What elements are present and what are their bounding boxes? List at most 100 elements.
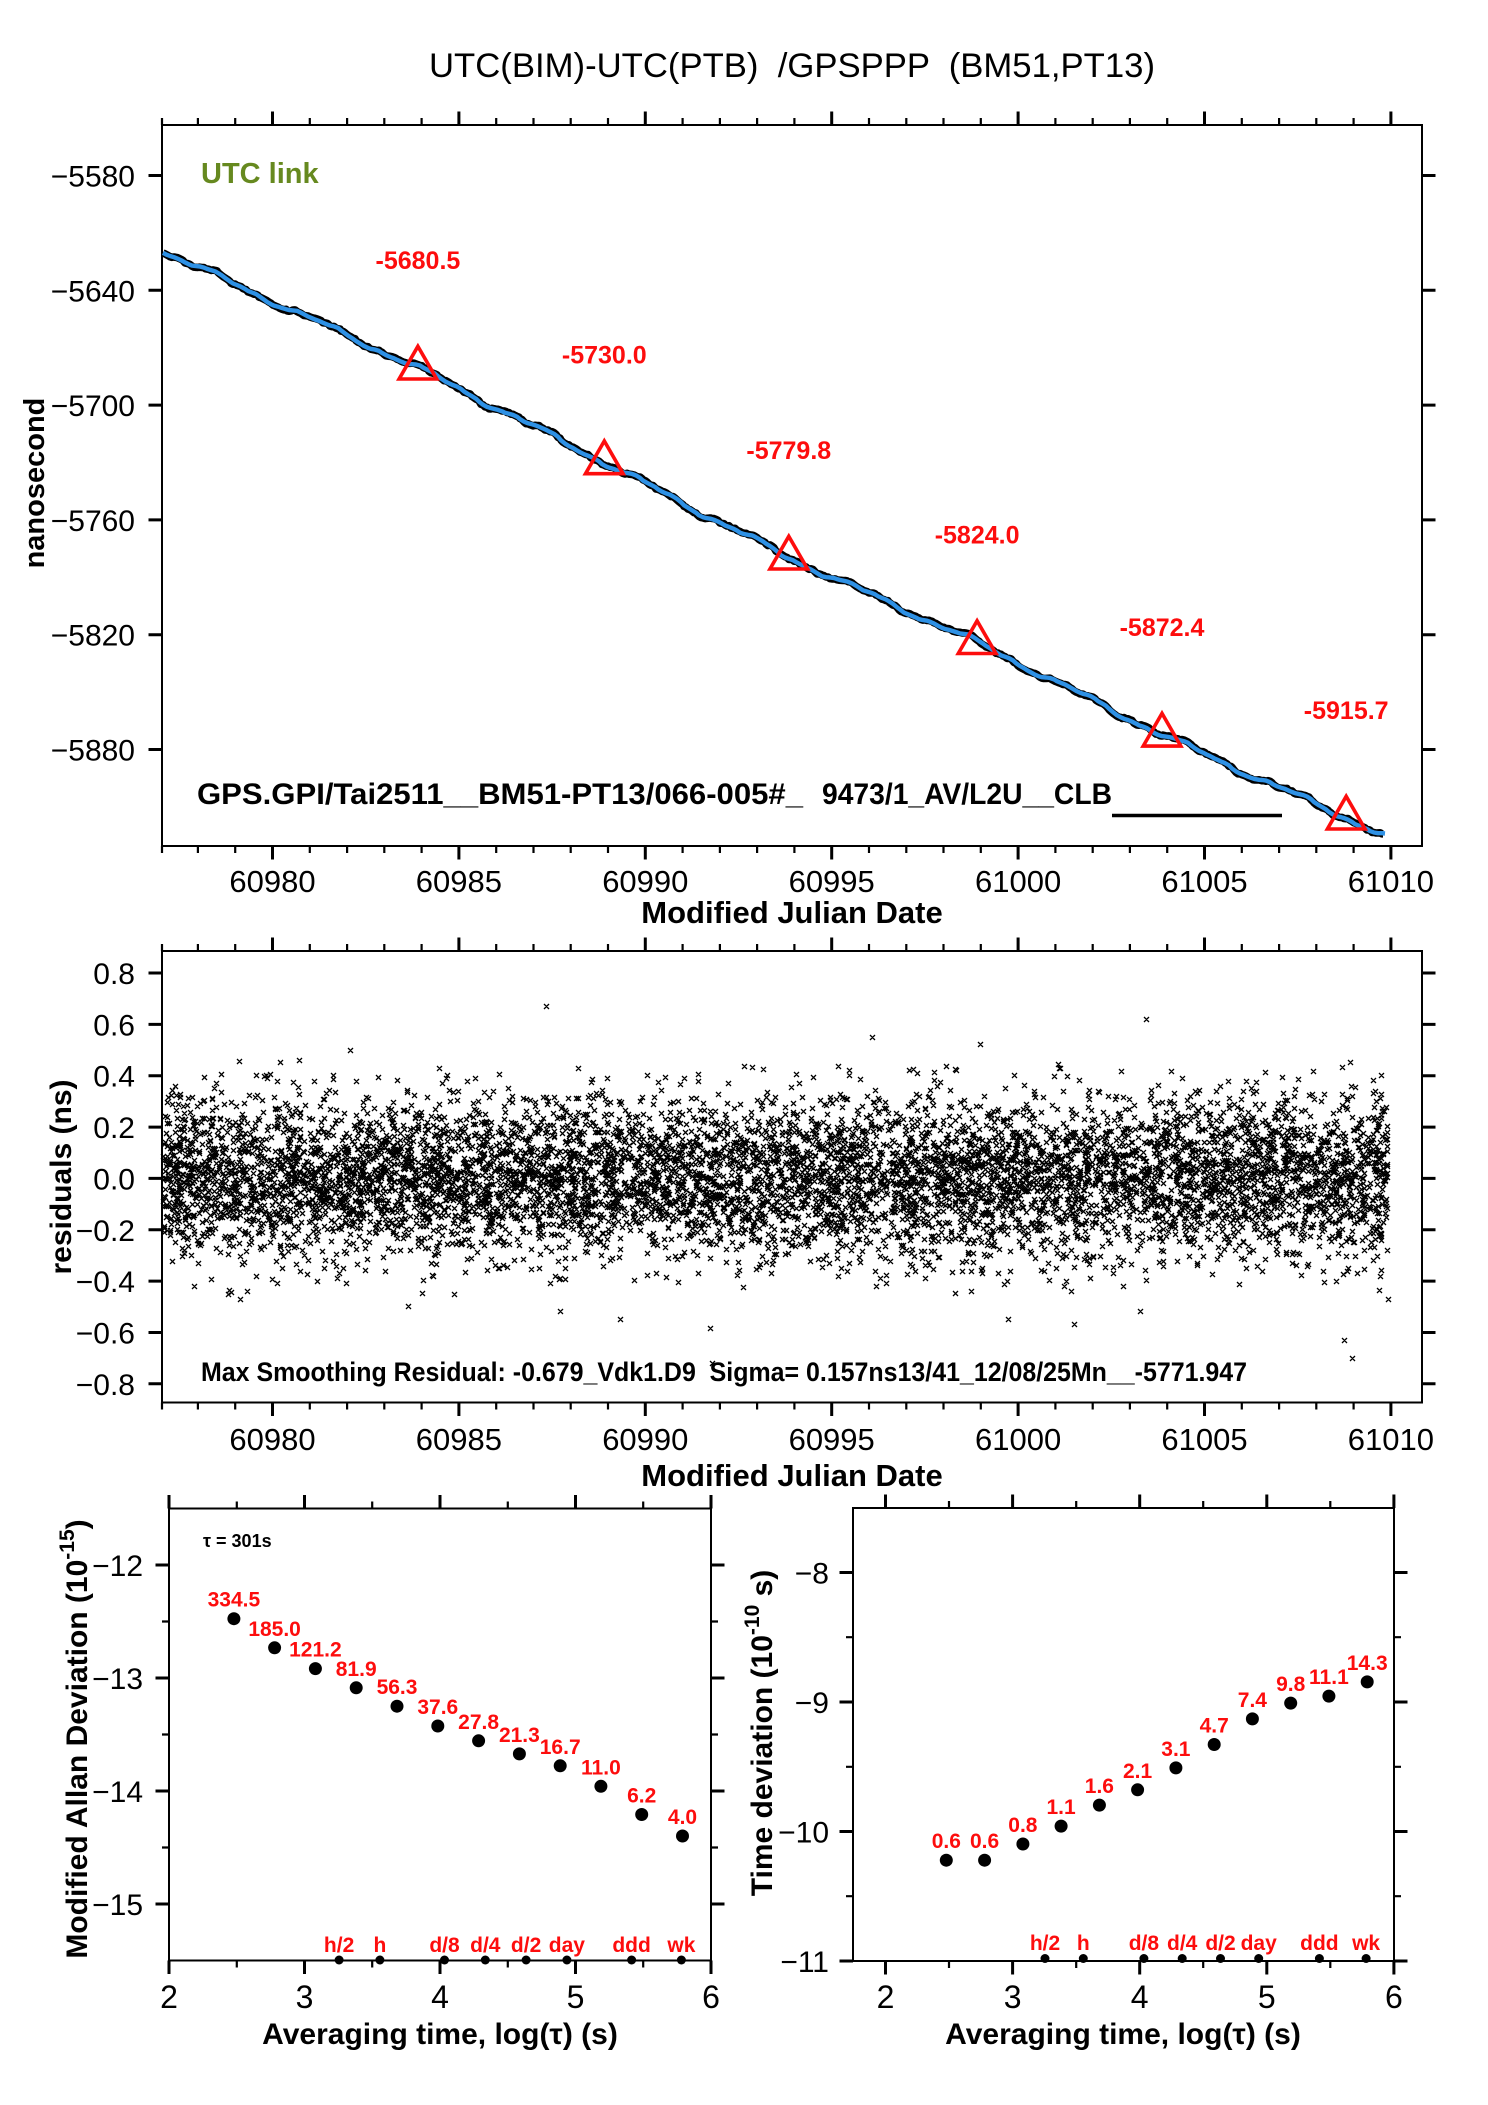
- svg-text:3: 3: [1004, 1979, 1022, 2015]
- svg-text:−14: −14: [92, 1776, 143, 1809]
- svg-text:ddd: ddd: [1300, 1932, 1338, 1955]
- svg-text:Averaging time, log(τ) (s): Averaging time, log(τ) (s): [262, 2018, 618, 2051]
- svg-text:d/8: d/8: [1129, 1932, 1160, 1955]
- svg-text:16.7: 16.7: [540, 1736, 581, 1759]
- svg-text:-5730.0: -5730.0: [562, 342, 647, 370]
- svg-text:d/2: d/2: [511, 1934, 541, 1957]
- svg-text:3.1: 3.1: [1161, 1738, 1191, 1761]
- svg-text:0.8: 0.8: [93, 958, 135, 991]
- svg-text:−0.6: −0.6: [76, 1318, 135, 1351]
- svg-text:Modified Julian Date: Modified Julian Date: [641, 1458, 942, 1493]
- svg-text:6: 6: [702, 1979, 720, 2015]
- svg-text:−5760: −5760: [51, 505, 135, 538]
- svg-text:60985: 60985: [416, 864, 502, 899]
- svg-text:−5880: −5880: [51, 735, 135, 768]
- svg-text:-5824.0: -5824.0: [935, 521, 1020, 549]
- svg-text:0.2: 0.2: [93, 1112, 135, 1145]
- svg-text:9.8: 9.8: [1276, 1673, 1306, 1696]
- svg-text:2: 2: [160, 1979, 178, 2015]
- svg-text:d/4: d/4: [1167, 1932, 1198, 1955]
- svg-text:81.9: 81.9: [336, 1658, 377, 1681]
- svg-text:4.0: 4.0: [668, 1806, 697, 1829]
- svg-text:−5640: −5640: [51, 275, 135, 308]
- svg-text:h/2: h/2: [324, 1934, 354, 1957]
- svg-text:7.4: 7.4: [1238, 1689, 1268, 1712]
- svg-text:-5915.7: -5915.7: [1304, 697, 1389, 725]
- svg-text:60995: 60995: [789, 864, 875, 899]
- svg-text:4: 4: [1131, 1979, 1149, 2015]
- svg-text:UTC link: UTC link: [201, 158, 319, 190]
- svg-text:−9: −9: [795, 1687, 829, 1720]
- svg-text:τ = 301s: τ = 301s: [203, 1531, 272, 1551]
- svg-text:5: 5: [1258, 1979, 1276, 2015]
- svg-text:−0.4: −0.4: [76, 1266, 135, 1299]
- svg-text:Modified Allan Deviation (10-1: Modified Allan Deviation (10-15): [56, 1519, 94, 1958]
- svg-text:60980: 60980: [229, 864, 315, 899]
- svg-text:nanosecond: nanosecond: [19, 398, 51, 569]
- svg-text:1.6: 1.6: [1085, 1775, 1114, 1798]
- svg-text:61000: 61000: [975, 864, 1061, 899]
- svg-text:0.8: 0.8: [1008, 1814, 1038, 1837]
- svg-text:h: h: [1077, 1932, 1090, 1955]
- svg-text:−5820: −5820: [51, 620, 135, 653]
- svg-text:Averaging time, log(τ) (s): Averaging time, log(τ) (s): [945, 2018, 1301, 2051]
- svg-text:61005: 61005: [1161, 864, 1247, 899]
- svg-text:d/2: d/2: [1205, 1932, 1235, 1955]
- svg-text:Modified Julian Date: Modified Julian Date: [641, 895, 942, 930]
- svg-text:0.0: 0.0: [93, 1163, 135, 1196]
- svg-text:6: 6: [1385, 1979, 1403, 2015]
- svg-text:60980: 60980: [229, 1422, 315, 1457]
- svg-text:ddd: ddd: [612, 1934, 650, 1957]
- svg-text:-5779.8: -5779.8: [746, 437, 831, 465]
- svg-text:wk: wk: [666, 1934, 695, 1957]
- svg-text:61005: 61005: [1161, 1422, 1247, 1457]
- svg-text:0.6: 0.6: [970, 1830, 999, 1853]
- svg-text:residuals (ns): residuals (ns): [45, 1079, 78, 1274]
- svg-text:0.6: 0.6: [932, 1830, 961, 1853]
- svg-text:121.2: 121.2: [289, 1639, 342, 1662]
- svg-text:60990: 60990: [602, 864, 688, 899]
- svg-text:−15: −15: [92, 1889, 143, 1922]
- svg-text:60995: 60995: [789, 1422, 875, 1457]
- svg-text:2: 2: [877, 1979, 895, 2015]
- svg-text:0.6: 0.6: [93, 1009, 135, 1042]
- svg-text:d/8: d/8: [429, 1934, 460, 1957]
- svg-text:−5700: −5700: [51, 390, 135, 423]
- svg-text:-5872.4: -5872.4: [1120, 614, 1205, 642]
- svg-text:56.3: 56.3: [377, 1676, 418, 1699]
- svg-text:21.3: 21.3: [499, 1724, 540, 1747]
- svg-text:UTC(BIM)-UTC(PTB) /GPSPPP (B: UTC(BIM)-UTC(PTB) /GPSPPP (BM51,PT13): [429, 47, 1155, 85]
- svg-text:−0.8: −0.8: [76, 1369, 135, 1402]
- svg-text:4.7: 4.7: [1200, 1715, 1229, 1738]
- svg-text:11.0: 11.0: [581, 1756, 621, 1779]
- svg-text:GPS.GPI/Tai2511__BM51-PT13/066: GPS.GPI/Tai2511__BM51-PT13/066-005#_: [197, 778, 803, 811]
- svg-text:11.1: 11.1: [1309, 1666, 1349, 1689]
- svg-text:wk: wk: [1351, 1932, 1380, 1955]
- svg-text:61010: 61010: [1348, 864, 1434, 899]
- svg-text:61000: 61000: [975, 1422, 1061, 1457]
- svg-text:Time deviation (10-10 s): Time deviation (10-10 s): [741, 1570, 779, 1897]
- svg-text:334.5: 334.5: [208, 1589, 261, 1612]
- svg-text:5: 5: [567, 1979, 585, 2015]
- svg-text:−11: −11: [780, 1946, 829, 1979]
- svg-text:-5680.5: -5680.5: [376, 247, 461, 275]
- svg-text:14.3: 14.3: [1347, 1652, 1388, 1675]
- svg-text:4: 4: [431, 1979, 449, 2015]
- svg-text:−13: −13: [92, 1663, 143, 1696]
- svg-text:day: day: [549, 1934, 586, 1957]
- svg-text:60990: 60990: [602, 1422, 688, 1457]
- svg-text:Max Smoothing Residual: -0.679: Max Smoothing Residual: -0.679_Vdk1.D9 S…: [201, 1357, 1247, 1387]
- svg-text:37.6: 37.6: [417, 1696, 458, 1719]
- svg-text:h/2: h/2: [1030, 1932, 1060, 1955]
- svg-text:−12: −12: [92, 1550, 143, 1583]
- svg-text:−0.2: −0.2: [76, 1215, 135, 1248]
- svg-text:1.1: 1.1: [1046, 1796, 1076, 1819]
- svg-text:0.4: 0.4: [93, 1061, 135, 1094]
- svg-text:day: day: [1241, 1932, 1278, 1955]
- svg-text:h: h: [373, 1934, 386, 1957]
- svg-text:−10: −10: [778, 1817, 829, 1850]
- svg-text:2.1: 2.1: [1123, 1760, 1153, 1783]
- svg-text:d/4: d/4: [470, 1934, 501, 1957]
- svg-text:6.2: 6.2: [627, 1785, 656, 1808]
- svg-text:−5580: −5580: [51, 161, 135, 194]
